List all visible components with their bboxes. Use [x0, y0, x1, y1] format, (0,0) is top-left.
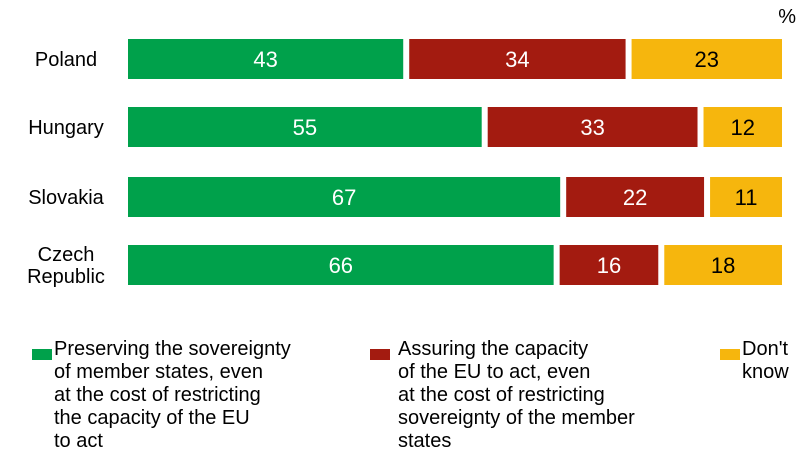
unit-label: %	[778, 6, 796, 28]
category-label-czech-republic: Czech Republic	[27, 244, 105, 288]
bar-poland-series-3	[631, 39, 782, 79]
bar-poland-series-2	[409, 39, 626, 79]
category-label-slovakia: Slovakia	[28, 187, 104, 209]
category-label-hungary: Hungary	[28, 117, 104, 139]
legend-label-dont-know: Don't know	[742, 338, 789, 383]
value-label-slovakia-series-3: 11	[735, 185, 758, 210]
value-label-czech-republic-series-3: 18	[711, 253, 735, 278]
bar-hungary-series-2	[487, 107, 698, 147]
legend: Preserving the sovereignty of member sta…	[0, 338, 804, 473]
legend-swatch-yellow	[720, 349, 740, 360]
bar-poland-series-1	[128, 39, 404, 79]
bar-czech-republic-series-1	[128, 245, 554, 285]
bar-slovakia-series-1	[128, 177, 561, 217]
value-label-czech-republic-series-2: 16	[597, 253, 621, 278]
legend-swatch-red	[370, 349, 390, 360]
value-label-slovakia-series-2: 22	[623, 185, 647, 210]
value-label-poland-series-3: 23	[695, 47, 719, 72]
value-label-poland-series-1: 43	[253, 47, 277, 72]
legend-label-sovereignty: Preserving the sovereignty of member sta…	[54, 338, 291, 452]
bar-hungary-series-1	[128, 107, 482, 147]
value-label-hungary-series-1: 55	[293, 115, 317, 140]
value-label-hungary-series-3: 12	[731, 115, 755, 140]
legend-swatch-green	[32, 349, 52, 360]
bar-slovakia-series-3	[710, 177, 782, 217]
value-label-poland-series-2: 34	[505, 47, 529, 72]
bar-hungary-series-3	[703, 107, 782, 147]
value-label-hungary-series-2: 33	[580, 115, 604, 140]
value-label-slovakia-series-1: 67	[332, 185, 356, 210]
value-label-czech-republic-series-1: 66	[329, 253, 353, 278]
legend-label-capacity: Assuring the capacity of the EU to act, …	[398, 338, 635, 452]
category-label-poland: Poland	[35, 49, 97, 71]
bar-slovakia-series-2	[566, 177, 705, 217]
bar-czech-republic-series-3	[664, 245, 782, 285]
bar-czech-republic-series-2	[559, 245, 659, 285]
